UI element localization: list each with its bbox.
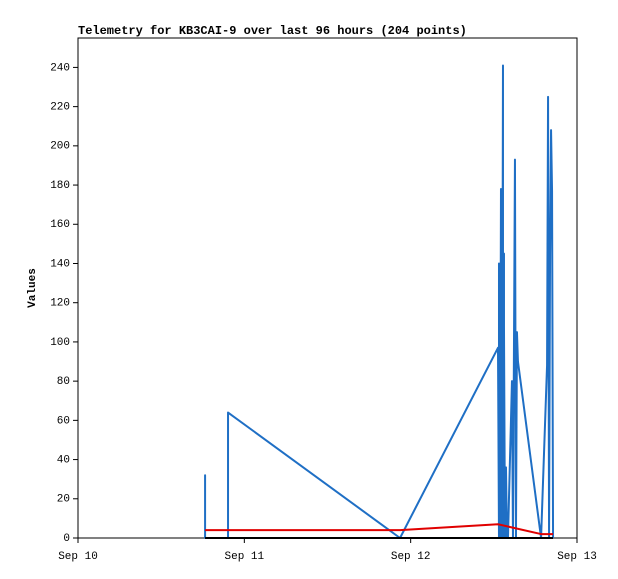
series-line xyxy=(204,64,555,539)
x-tick-label: Sep 11 xyxy=(225,551,265,563)
x-tick-label: Sep 10 xyxy=(58,551,98,563)
y-tick-label: 120 xyxy=(50,298,70,310)
y-tick-label: 20 xyxy=(57,494,70,506)
x-tick-label: Sep 12 xyxy=(391,551,431,563)
y-tick-label: 220 xyxy=(50,102,70,114)
y-tick-label: 100 xyxy=(50,337,70,349)
chart-title: Telemetry for KB3CAI-9 over last 96 hour… xyxy=(78,24,467,38)
y-axis-label: Values xyxy=(27,268,39,308)
y-tick-label: 60 xyxy=(57,415,70,427)
y-tick-label: 180 xyxy=(50,180,70,192)
y-tick-label: 240 xyxy=(50,62,70,74)
y-tick-label: 0 xyxy=(63,533,70,545)
y-tick-label: 200 xyxy=(50,141,70,153)
y-tick-label: 160 xyxy=(50,219,70,231)
y-tick-label: 140 xyxy=(50,258,70,270)
series-line xyxy=(205,523,554,536)
y-tick-label: 80 xyxy=(57,376,70,388)
y-tick-label: 40 xyxy=(57,454,70,466)
x-tick-label: Sep 13 xyxy=(557,551,597,563)
